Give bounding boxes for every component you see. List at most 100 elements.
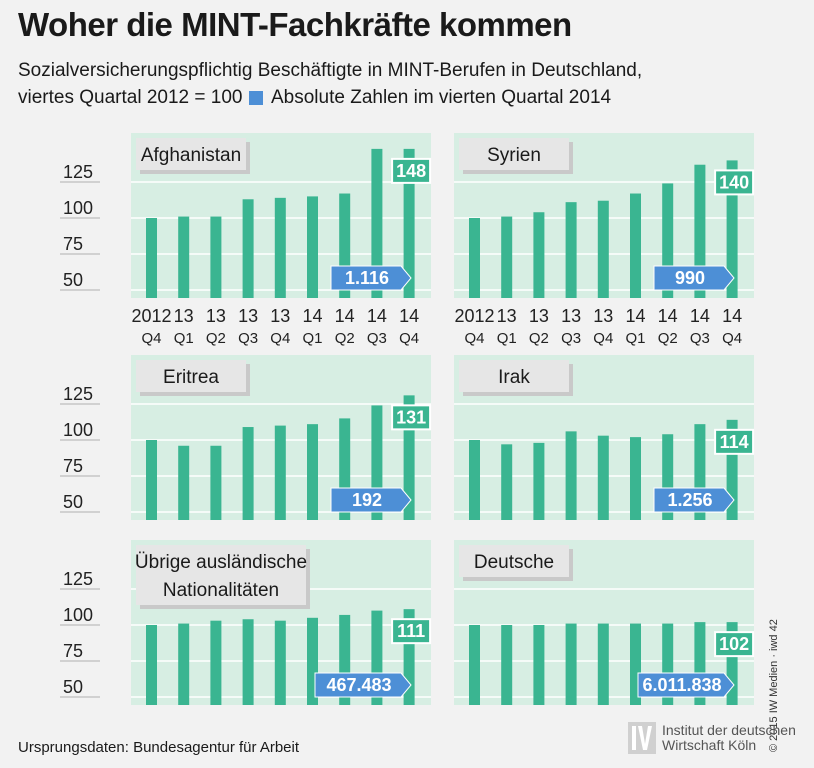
panel-name-uebrige-auslaendische-nationalitaeten-line2: Nationalitäten <box>163 580 279 601</box>
absolute-value-eritrea: 192 <box>352 490 382 510</box>
x-label-quarter-syrien-5: Q1 <box>625 330 645 347</box>
bar-syrien-5 <box>630 193 641 298</box>
bar-irak-6 <box>662 434 674 520</box>
x-label-year-afghanistan-5: 14 <box>302 306 322 326</box>
bar-deutsche-3 <box>565 623 577 705</box>
bar-afghanistan-1 <box>178 216 190 298</box>
absolute-badge-afghanistan <box>330 265 412 291</box>
iw-logo-icon <box>628 722 656 754</box>
y-tick-label-75: 75 <box>63 641 83 661</box>
bar-eritrea-8 <box>403 395 415 520</box>
panel-name-box-irak <box>459 360 569 392</box>
x-label-quarter-syrien-7: Q3 <box>690 330 710 347</box>
bar-uebrige-auslaendische-nationalitaeten-3 <box>242 619 254 705</box>
bar-deutsche-0 <box>469 625 480 705</box>
absolute-badge-irak <box>653 487 735 513</box>
x-label-quarter-syrien-0: Q4 <box>464 330 484 347</box>
bar-eritrea-3 <box>242 427 254 520</box>
x-label-year-afghanistan-2: 13 <box>206 306 226 326</box>
x-label-quarter-afghanistan-2: Q2 <box>206 330 226 347</box>
absolute-value-uebrige-auslaendische-nationalitaeten: 467.483 <box>326 675 391 695</box>
x-label-year-syrien-0: 2012 <box>454 306 494 326</box>
chart-title: Woher die MINT-Fachkräfte kommen <box>18 6 572 43</box>
x-label-quarter-syrien-8: Q4 <box>722 330 742 347</box>
panel-deutsche: Deutsche 102 6.011.838 <box>454 540 755 705</box>
bar-uebrige-auslaendische-nationalitaeten-4 <box>274 620 286 705</box>
panel-name-box-deutsche <box>459 545 569 577</box>
bar-afghanistan-0 <box>146 218 157 298</box>
panel-irak: Irak 114 1.256 <box>454 355 755 520</box>
bar-irak-4 <box>597 435 609 520</box>
panel-name-box-afghanistan <box>136 138 246 170</box>
panel-name-deutsche: Deutsche <box>474 552 554 573</box>
bar-syrien-2 <box>533 212 545 298</box>
x-label-year-afghanistan-0: 2012 <box>131 306 171 326</box>
bar-deutsche-6 <box>662 623 674 705</box>
panel-eritrea: 50 75 100 125 Eritrea 131 192 <box>60 355 432 520</box>
last-value-badge-eritrea <box>391 404 432 431</box>
bar-syrien-1 <box>501 216 513 298</box>
y-tick-label-50: 50 <box>63 270 83 290</box>
x-label-year-syrien-1: 13 <box>497 306 517 326</box>
bar-uebrige-auslaendische-nationalitaeten-1 <box>178 623 190 705</box>
legend: Absolute Zahlen im vierten Quartal 2014 <box>249 87 611 109</box>
y-tick-label-125: 125 <box>63 384 93 404</box>
x-label-year-syrien-2: 13 <box>529 306 549 326</box>
x-label-year-afghanistan-6: 14 <box>335 306 355 326</box>
x-label-year-syrien-6: 14 <box>658 306 678 326</box>
legend-swatch <box>249 91 263 105</box>
panel-afghanistan: 50 75 100 125 Afghanistan 148 1.116 2012 Q4 13 Q1 1… <box>60 133 432 347</box>
y-tick-label-75: 75 <box>63 234 83 254</box>
absolute-value-afghanistan: 1.116 <box>345 268 389 288</box>
bar-eritrea-4 <box>274 425 286 520</box>
x-label-quarter-syrien-4: Q4 <box>593 330 613 347</box>
last-value-badge-uebrige-auslaendische-nationalitaeten <box>391 618 432 645</box>
bar-deutsche-4 <box>597 623 609 705</box>
x-label-quarter-syrien-3: Q3 <box>561 330 581 347</box>
last-value-label-eritrea: 131 <box>396 407 426 427</box>
panel-name-eritrea: Eritrea <box>163 367 219 388</box>
panel-name-uebrige-auslaendische-nationalitaeten-line1: Übrige ausländische <box>135 552 307 573</box>
last-value-label-syrien: 140 <box>719 172 749 192</box>
x-label-quarter-syrien-1: Q1 <box>497 330 517 347</box>
bar-syrien-3 <box>565 202 577 298</box>
x-label-year-syrien-7: 14 <box>690 306 710 326</box>
panel-name-afghanistan: Afghanistan <box>141 145 241 166</box>
last-value-label-uebrige-auslaendische-nationalitaeten: 111 <box>397 621 425 641</box>
x-label-year-afghanistan-8: 14 <box>399 306 419 326</box>
panel-name-irak: Irak <box>498 367 530 388</box>
x-label-quarter-afghanistan-1: Q1 <box>174 330 194 347</box>
x-label-year-syrien-5: 14 <box>625 306 645 326</box>
y-tick-label-100: 100 <box>63 420 93 440</box>
bar-deutsche-8 <box>726 622 738 705</box>
bar-afghanistan-8 <box>403 148 415 298</box>
x-label-quarter-afghanistan-7: Q3 <box>367 330 387 347</box>
bar-deutsche-5 <box>630 623 641 705</box>
x-label-quarter-afghanistan-6: Q2 <box>335 330 355 347</box>
bar-deutsche-2 <box>533 625 545 705</box>
bar-eritrea-6 <box>339 418 351 520</box>
chart-subtitle-line1: Sozialversicherungspflichtig Beschäftigt… <box>18 60 643 81</box>
panel-name-syrien: Syrien <box>487 145 541 166</box>
absolute-badge-syrien <box>653 265 735 291</box>
bar-uebrige-auslaendische-nationalitaeten-7 <box>371 610 383 705</box>
bar-eritrea-1 <box>178 445 190 520</box>
bar-irak-5 <box>630 437 641 520</box>
bar-uebrige-auslaendische-nationalitaeten-0 <box>146 625 157 705</box>
bar-deutsche-7 <box>694 622 706 705</box>
bar-irak-0 <box>469 440 480 520</box>
legend-label: Absolute Zahlen im vierten Quartal 2014 <box>271 87 612 108</box>
x-label-year-afghanistan-7: 14 <box>367 306 387 326</box>
y-tick-label-100: 100 <box>63 198 93 218</box>
x-label-year-syrien-8: 14 <box>722 306 742 326</box>
bar-afghanistan-4 <box>274 197 286 298</box>
x-label-quarter-afghanistan-4: Q4 <box>270 330 290 347</box>
x-label-quarter-afghanistan-5: Q1 <box>302 330 322 347</box>
bar-syrien-0 <box>469 218 480 298</box>
x-label-quarter-afghanistan-3: Q3 <box>238 330 258 347</box>
bar-afghanistan-3 <box>242 199 254 298</box>
bar-irak-1 <box>501 444 513 520</box>
chart-subtitle-line2: viertes Quartal 2012 = 100 <box>18 87 243 108</box>
last-value-badge-syrien <box>714 169 755 196</box>
